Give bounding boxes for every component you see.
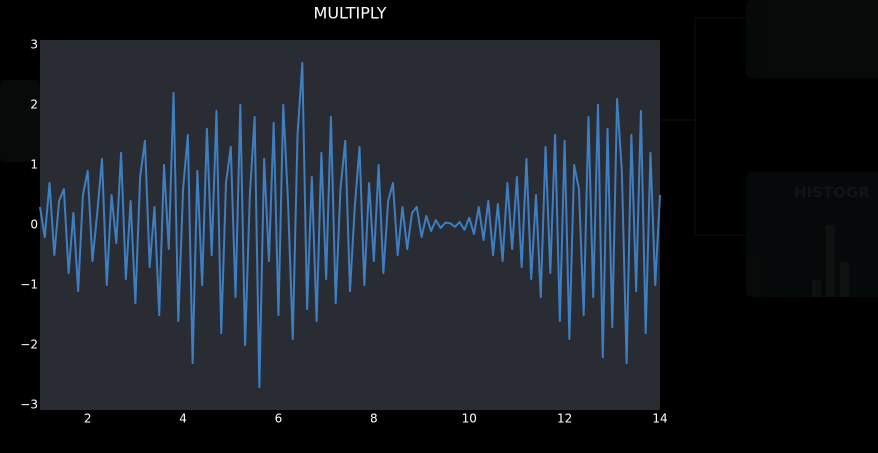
x-tick-label: 4 bbox=[179, 412, 187, 426]
icon-bar bbox=[812, 280, 821, 297]
x-tick-label: 8 bbox=[370, 412, 378, 426]
y-tick-label: −1 bbox=[20, 278, 38, 292]
x-tick-label: 14 bbox=[652, 412, 667, 426]
x-tick-label: 2 bbox=[84, 412, 92, 426]
node-box bbox=[746, 0, 878, 78]
chart-title: MULTIPLY bbox=[314, 4, 387, 23]
y-tick-label: −2 bbox=[20, 338, 38, 352]
y-tick-label: 0 bbox=[30, 218, 38, 232]
icon-bar bbox=[826, 225, 835, 297]
y-tick-label: 1 bbox=[30, 157, 38, 171]
icon-bar bbox=[840, 262, 849, 297]
background-nodes: HISTOGR bbox=[0, 0, 878, 297]
data-line bbox=[39, 61, 661, 389]
x-tick-label: 12 bbox=[557, 412, 572, 426]
y-tick-label: 2 bbox=[30, 97, 38, 111]
node-box bbox=[0, 80, 40, 162]
x-tick-label: 6 bbox=[275, 412, 283, 426]
node-label: HISTOGR bbox=[794, 184, 870, 202]
y-tick-label: 3 bbox=[30, 37, 38, 51]
edge bbox=[660, 17, 746, 236]
y-tick-label: −3 bbox=[20, 398, 38, 412]
x-tick-label: 10 bbox=[462, 412, 477, 426]
